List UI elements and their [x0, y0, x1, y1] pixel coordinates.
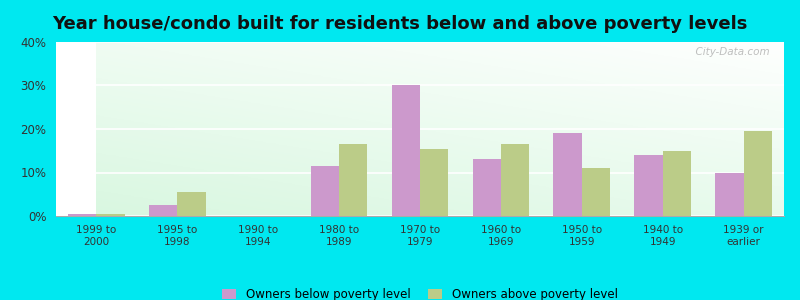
- Bar: [68, 214, 97, 216]
- Bar: [149, 205, 178, 216]
- Bar: [473, 159, 501, 216]
- Text: Year house/condo built for residents below and above poverty levels: Year house/condo built for residents bel…: [52, 15, 748, 33]
- Bar: [311, 166, 339, 216]
- Legend: Owners below poverty level, Owners above poverty level: Owners below poverty level, Owners above…: [222, 288, 618, 300]
- Bar: [178, 192, 206, 216]
- Bar: [582, 168, 610, 216]
- Text: City-Data.com: City-Data.com: [689, 47, 770, 57]
- Bar: [339, 144, 367, 216]
- Bar: [501, 144, 530, 216]
- Bar: [97, 214, 125, 216]
- Bar: [743, 131, 772, 216]
- Bar: [392, 85, 420, 216]
- Bar: [715, 172, 743, 216]
- Bar: [634, 155, 662, 216]
- Bar: [420, 148, 448, 216]
- Bar: [554, 133, 582, 216]
- Bar: [662, 151, 691, 216]
